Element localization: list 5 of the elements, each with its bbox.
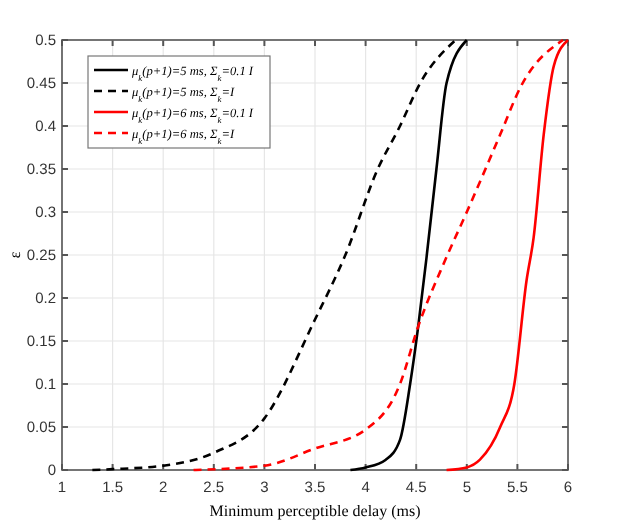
line-series — [349, 38, 469, 472]
line-series — [192, 38, 565, 472]
y-axis-title: ε — [6, 250, 24, 259]
line-series — [91, 38, 457, 472]
x-axis-title: Minimum perceptible delay (ms) — [209, 502, 422, 520]
